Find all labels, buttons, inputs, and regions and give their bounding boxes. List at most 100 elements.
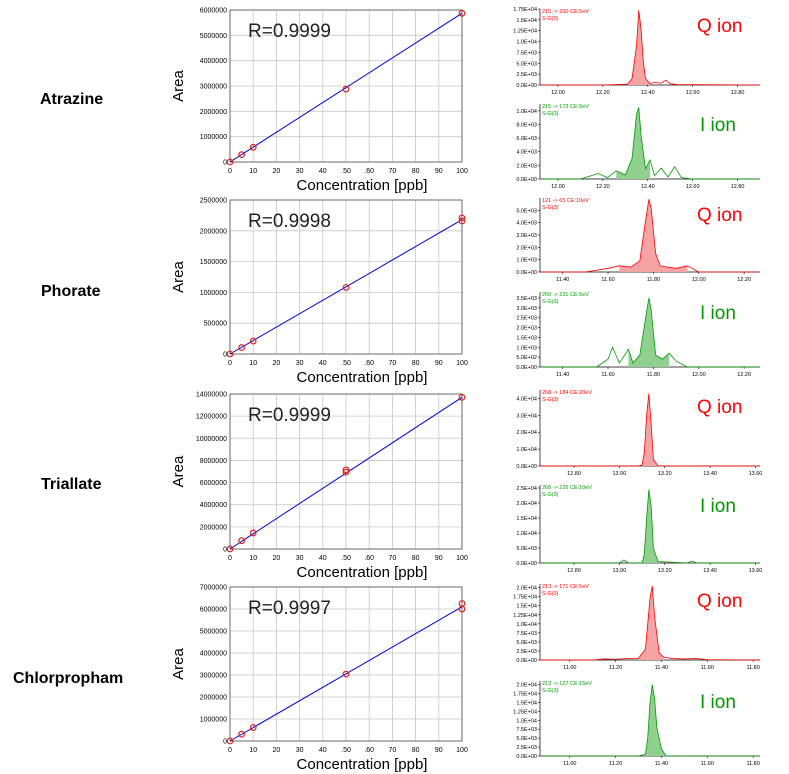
x-tick-label: 70	[389, 555, 397, 562]
y-tick-label: 7.5E+03	[516, 631, 537, 637]
x-tick-label: 11.40	[556, 372, 569, 378]
y-tick-label: 2.5E+04	[516, 486, 537, 492]
i-ion-label: I ion	[700, 303, 736, 324]
y-tick-label: 1000000	[200, 134, 227, 141]
plot-frame	[229, 586, 463, 742]
y-tick-label: 1.75E+04	[513, 692, 537, 698]
regression-line	[229, 219, 463, 355]
x-tick-label: 12.00	[692, 372, 706, 378]
y-tick-label: 14000000	[196, 392, 227, 399]
y-tick-label: 0.0E+00	[516, 177, 537, 183]
y-tick-label: 0.0E+00	[516, 83, 537, 89]
y-tick-label: 0.0E+00	[516, 658, 537, 664]
calibration-point	[226, 545, 234, 553]
x-tick-label: 13.60	[749, 568, 763, 574]
y-tick-label: 2.0E+04	[516, 430, 537, 436]
y-tick-label: 2000000	[200, 524, 227, 531]
x-tick-label: 11.60	[701, 761, 714, 767]
y-tick-label: 4000000	[200, 58, 227, 65]
transition-label: 213 -> 127 CE:15eV	[542, 681, 592, 687]
y-tick-label: 0.0E+00	[516, 270, 537, 276]
calibration-point	[249, 143, 257, 151]
x-tick-label: 100	[456, 555, 468, 562]
y-tick-label: 1.75E+04	[513, 595, 537, 601]
calibration-point	[249, 337, 257, 345]
y-tick-label: 5.0E+03	[516, 546, 537, 552]
y-tick-label: 4000000	[200, 651, 227, 658]
y-tick-label: 5.0E+02	[516, 355, 537, 361]
x-tick-label: 10	[249, 168, 257, 175]
y-tick-label: 0.0E+00	[516, 365, 537, 371]
y-tick-label: 0.0E+00	[516, 561, 537, 567]
y-tick-label: 1.0E+04	[516, 622, 537, 628]
x-tick-label: .60	[364, 747, 374, 754]
x-tick-label: 12.80	[731, 90, 745, 96]
x-tick-label: 11.40	[556, 277, 569, 283]
plot-frame	[229, 393, 463, 550]
y-tick-label: 8000000	[200, 458, 227, 465]
x-tick-label: 70	[389, 360, 397, 367]
regression-line	[229, 606, 463, 742]
y-tick-label: 4000000	[200, 502, 227, 509]
x-tick-label: 70	[389, 747, 397, 754]
calibration-point	[342, 468, 350, 476]
calibration-point	[458, 600, 466, 607]
x-tick-label: 12.80	[731, 184, 745, 190]
peak-area	[616, 107, 650, 179]
q-ion-label: Q ion	[697, 397, 742, 418]
x-tick-label: 11.00	[563, 665, 576, 671]
correlation-annotation: R=0.9998	[248, 211, 331, 232]
y-tick-label: 3000000	[200, 84, 227, 91]
chromatogram-5: 0.0E+00 1.0E+04 2.0E+04 3.0E+04 4.0E+04 12.80…	[516, 390, 762, 477]
y-axis-title: Area	[170, 261, 187, 293]
y-tick-label: 3.0E+03	[516, 233, 537, 239]
y-tick-label: 6000000	[200, 480, 227, 487]
calibration-point	[238, 730, 246, 738]
x-tick-label: 0	[228, 747, 232, 754]
peak-area	[628, 297, 670, 367]
x-tick-label: 100	[456, 360, 468, 367]
x-tick-label: 11.80	[746, 665, 759, 671]
x-tick-label: 11.80	[647, 372, 660, 378]
x-tick-label: 13.40	[703, 471, 717, 477]
y-tick-label: 1.5E+04	[516, 700, 537, 706]
x-tick-label: 12.20	[737, 372, 751, 378]
transition-label: 215 -> 173 CE:5eV	[542, 104, 589, 110]
x-tick-label: 11.60	[601, 372, 614, 378]
chromatogram-8: 0.0E+00 2.5E+03 5.0E+03 7.5E+03 1.0E+04 1.25E…	[513, 681, 760, 767]
y-tick-label: 0.0E+00	[516, 464, 537, 470]
calibration-point	[226, 350, 234, 358]
calibration-point	[249, 724, 257, 731]
y-tick-label: 5000000	[200, 33, 227, 40]
x-tick-label: 30	[296, 168, 304, 175]
peak-area	[627, 10, 650, 86]
correlation-annotation: R=0.9997	[248, 598, 331, 619]
y-tick-label: 4.0E+03	[516, 221, 537, 227]
x-tick-label: 40	[319, 168, 327, 175]
x-tick-label: 11.20	[609, 761, 622, 767]
peak-area	[619, 199, 688, 272]
y-tick-label: 1500000	[200, 259, 227, 266]
calibration-point	[342, 670, 350, 678]
calibration-point	[249, 529, 257, 537]
calibration-point	[342, 85, 350, 93]
x-tick-label: 20	[273, 747, 281, 754]
peak-area	[645, 684, 667, 756]
x-axis-title: Concentration [ppb]	[297, 369, 428, 386]
y-tick-label: 7.5E+03	[516, 50, 537, 56]
calibration-point	[238, 344, 246, 351]
x-tick-label: 11.60	[601, 277, 614, 283]
transition-label: 213 -> 171 CE:5eV	[542, 584, 589, 590]
x-tick-label: 0	[228, 555, 232, 562]
correlation-annotation: R=0.9999	[248, 21, 331, 42]
x-tick-label: .60	[364, 168, 374, 175]
x-tick-label: 12.40	[641, 184, 655, 190]
y-tick-label: 1.5E+04	[516, 604, 537, 610]
x-tick-label: 13.00	[612, 568, 626, 574]
chromatogram-4: 0.0E+00 5.0E+02 1.0E+03 1.5E+03 2.0E+03 2.5E+…	[516, 292, 760, 378]
x-tick-label: 20	[273, 168, 281, 175]
compound-label-atrazine: Atrazine	[40, 91, 104, 108]
y-tick-label: 6000000	[200, 607, 227, 614]
y-tick-label: 0	[223, 352, 227, 359]
